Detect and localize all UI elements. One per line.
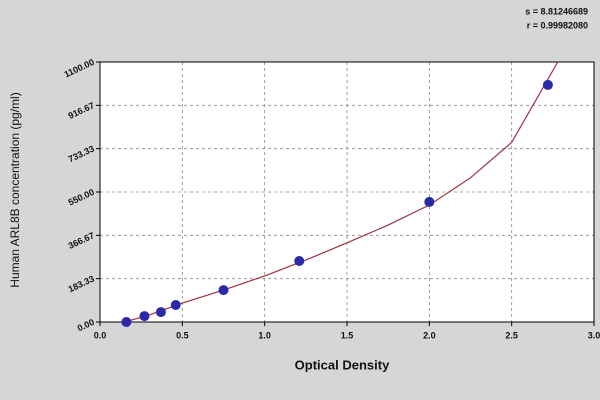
- data-point: [424, 196, 435, 207]
- x-axis-title: Optical Density: [295, 357, 390, 372]
- data-point: [218, 285, 229, 296]
- x-tick-label: 3.0: [588, 330, 600, 340]
- data-point: [542, 79, 553, 90]
- plot-border: [99, 61, 595, 323]
- data-point: [121, 317, 132, 327]
- x-tick-label: 2.5: [505, 330, 518, 340]
- x-tick-label: 0.5: [176, 330, 189, 340]
- stat-r: r = 0.99982080: [527, 20, 588, 30]
- data-point: [139, 311, 150, 322]
- fit-curve: [124, 61, 559, 323]
- data-point: [294, 256, 305, 267]
- x-tick-label: 0.0: [94, 330, 107, 340]
- y-axis-title: Human ARL8B concentration (pg/ml): [8, 92, 22, 287]
- stat-s: s = 8.81246689: [525, 6, 588, 16]
- data-point: [155, 307, 166, 318]
- x-tick-label: 2.0: [423, 330, 436, 340]
- data-point: [170, 299, 181, 310]
- x-tick-label: 1.5: [341, 330, 354, 340]
- x-tick-label: 1.0: [258, 330, 271, 340]
